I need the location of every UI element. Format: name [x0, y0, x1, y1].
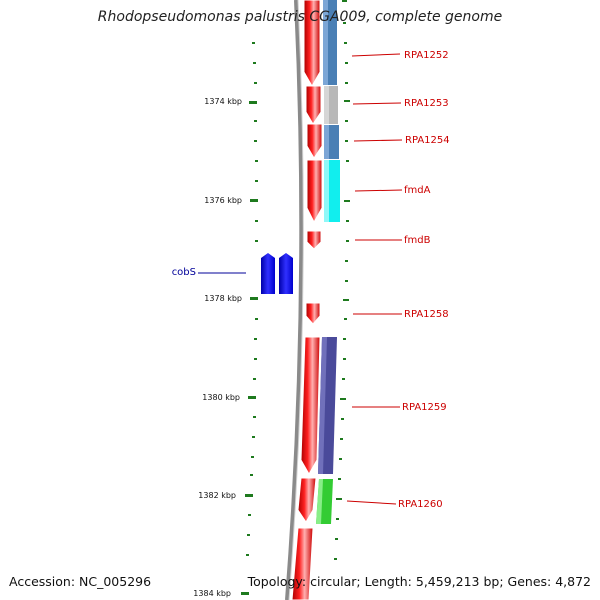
gene-arrow[interactable] — [303, 0, 321, 88]
forward-genes — [291, 0, 323, 600]
gene-arrow[interactable] — [300, 336, 321, 476]
gene-label[interactable]: RPA1258 — [404, 309, 449, 320]
gene-label-cobs[interactable]: cobS — [172, 267, 196, 278]
gene-arrow[interactable] — [305, 302, 321, 325]
major-ticks — [241, 101, 258, 595]
kbp-label: 1384 kbp — [193, 589, 231, 598]
kbp-label: 1378 kbp — [204, 294, 242, 303]
gene-label[interactable]: RPA1253 — [404, 98, 449, 109]
gene-arrow[interactable] — [306, 159, 323, 224]
gene-blocks-right — [316, 0, 340, 524]
gene-arrow[interactable] — [306, 230, 322, 250]
gene-label[interactable]: fmdA — [404, 185, 431, 196]
kbp-label: 1376 kbp — [204, 196, 242, 205]
accession-label: Accession: NC_005296 — [9, 574, 152, 589]
map-title: Rhodopseudomonas palustris CGA009, compl… — [97, 9, 503, 25]
gene-arrow[interactable] — [291, 527, 314, 600]
tick-track-left — [246, 42, 258, 556]
label-leaders — [198, 53, 403, 505]
gene-label[interactable]: RPA1259 — [402, 402, 447, 413]
gene-arrow[interactable] — [305, 85, 322, 125]
gene-label[interactable]: RPA1260 — [398, 499, 443, 510]
gene-label[interactable]: fmdB — [404, 235, 431, 246]
tick-track-right — [334, 0, 350, 560]
gene-label[interactable]: RPA1252 — [404, 50, 449, 61]
gene-cobs[interactable] — [261, 253, 293, 294]
kbp-label: 1374 kbp — [204, 97, 242, 106]
gene-arrow[interactable] — [297, 477, 317, 523]
gene-labels-right: RPA1252 RPA1253 RPA1254 fmdA fmdB RPA125… — [398, 50, 450, 510]
topology-label: Topology: circular; Length: 5,459,213 bp… — [247, 574, 591, 589]
gene-arrow[interactable] — [306, 123, 323, 159]
kbp-label: 1382 kbp — [198, 491, 236, 500]
genome-backbone — [285, 0, 304, 600]
genome-backbone-highlight — [288, 0, 304, 600]
kbp-label: 1380 kbp — [202, 393, 240, 402]
gene-label[interactable]: RPA1254 — [405, 135, 450, 146]
kbp-labels: 1374 kbp 1376 kbp 1378 kbp 1380 kbp 1382… — [193, 97, 242, 598]
